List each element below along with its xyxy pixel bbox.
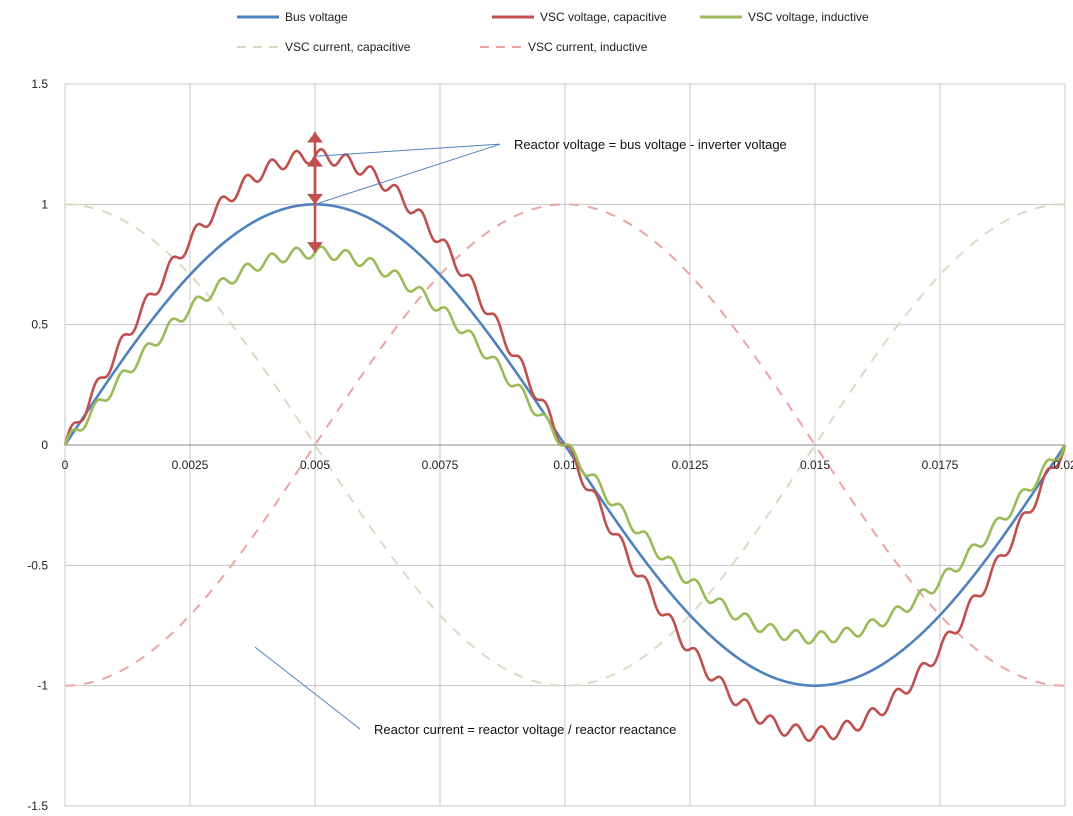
ticks: 1.5 1 0.5 0 -0.5 -1 -1.5 0 0.0025 0.005 0.0075 0.01… — [27, 77, 1073, 813]
x-tick-label: 0.0175 — [922, 458, 959, 472]
arrow-head — [307, 156, 323, 167]
y-tick-label: -1 — [37, 679, 48, 693]
legend-label: VSC voltage, capacitive — [540, 10, 667, 24]
series-line-vsc-voltage-inductive — [63, 245, 1067, 645]
legend-label: VSC current, inductive — [528, 40, 648, 54]
series-line-vsc-current-inductive — [64, 203, 1066, 687]
annotation-leader-line — [314, 143, 501, 205]
y-tick-label: 0.5 — [31, 318, 48, 332]
annotation-text: Reactor voltage = bus voltage - inverter… — [514, 137, 787, 152]
arrow-head — [307, 132, 323, 143]
x-tick-label: 0 — [62, 458, 69, 472]
y-tick-label: 1 — [41, 197, 48, 211]
annotations: Reactor voltage = bus voltage - inverter… — [254, 132, 787, 737]
y-tick-label: -0.5 — [27, 558, 48, 572]
legend-label: Bus voltage — [285, 10, 348, 24]
legend: Bus voltage VSC voltage, capacitive VSC vo… — [237, 10, 869, 54]
x-tick-label: 0.01 — [553, 458, 577, 472]
series-line-vsc-current-capacitive — [64, 203, 1066, 687]
legend-label: VSC voltage, inductive — [748, 10, 869, 24]
arrow-head — [307, 242, 323, 253]
annotation-text: Reactor current = reactor voltage / reac… — [374, 722, 676, 737]
x-tick-label: 0.015 — [800, 458, 830, 472]
legend-label: VSC current, capacitive — [285, 40, 411, 54]
annotation-leader-line — [254, 646, 361, 730]
x-tick-label: 0.0075 — [422, 458, 459, 472]
y-tick-label: 1.5 — [31, 77, 48, 91]
x-tick-label: 0.02 — [1053, 458, 1073, 472]
x-tick-label: 0.0125 — [672, 458, 709, 472]
series-layer — [63, 147, 1067, 743]
x-tick-label: 0.0025 — [172, 458, 209, 472]
y-tick-label: -1.5 — [27, 799, 48, 811]
x-tick-label: 0.005 — [300, 458, 330, 472]
annotation-leader-line — [314, 143, 501, 157]
y-tick-label: 0 — [41, 438, 48, 452]
